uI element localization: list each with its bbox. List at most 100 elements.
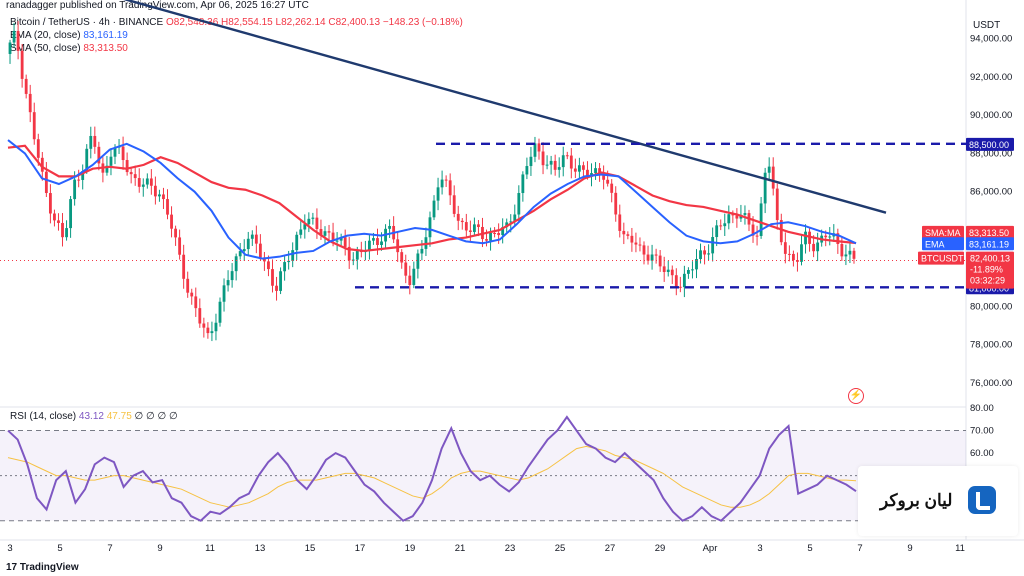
candle-body[interactable]	[57, 220, 60, 223]
tradingview-logo[interactable]: 17 TradingView	[6, 562, 79, 573]
candle-body[interactable]	[707, 253, 711, 255]
candle-body[interactable]	[416, 253, 420, 269]
candle-body[interactable]	[263, 257, 266, 262]
candle-body[interactable]	[295, 234, 299, 251]
candle-body[interactable]	[178, 237, 182, 255]
candle-body[interactable]	[497, 233, 501, 236]
candle-body[interactable]	[190, 292, 194, 297]
candle-body[interactable]	[557, 167, 561, 170]
candle-body[interactable]	[553, 160, 557, 170]
candle-body[interactable]	[323, 231, 327, 236]
candle-body[interactable]	[400, 252, 404, 263]
candle-body[interactable]	[727, 214, 731, 224]
candle-body[interactable]	[77, 179, 81, 181]
candle-body[interactable]	[509, 221, 513, 223]
candle-body[interactable]	[630, 235, 634, 243]
candle-body[interactable]	[711, 237, 715, 254]
candle-body[interactable]	[149, 178, 153, 186]
candle-body[interactable]	[699, 250, 702, 259]
candle-body[interactable]	[372, 238, 375, 241]
candle-body[interactable]	[250, 234, 254, 239]
candle-body[interactable]	[682, 273, 686, 288]
candle-body[interactable]	[642, 245, 646, 255]
candle-body[interactable]	[816, 242, 820, 252]
candle-body[interactable]	[691, 269, 694, 271]
candle-body[interactable]	[771, 166, 775, 189]
candle-body[interactable]	[513, 214, 517, 222]
candle-body[interactable]	[331, 232, 335, 241]
candle-body[interactable]	[440, 179, 444, 188]
candle-body[interactable]	[307, 218, 311, 225]
candle-body[interactable]	[97, 146, 101, 164]
candle-body[interactable]	[755, 235, 759, 237]
candle-body[interactable]	[327, 231, 331, 233]
candle-body[interactable]	[283, 262, 287, 272]
candle-body[interactable]	[194, 296, 198, 309]
candle-body[interactable]	[234, 256, 238, 272]
candle-body[interactable]	[800, 244, 803, 262]
candle-body[interactable]	[719, 225, 723, 227]
descending-trendline[interactable]	[95, 0, 887, 214]
candle-body[interactable]	[198, 308, 202, 324]
candle-body[interactable]	[109, 156, 113, 166]
candle-body[interactable]	[355, 250, 359, 260]
candle-body[interactable]	[751, 224, 755, 236]
candle-body[interactable]	[779, 220, 783, 243]
candle-body[interactable]	[44, 171, 48, 194]
candle-body[interactable]	[485, 239, 488, 241]
candle-body[interactable]	[32, 112, 36, 140]
candle-body[interactable]	[541, 151, 545, 166]
candle-body[interactable]	[408, 275, 412, 285]
candle-body[interactable]	[182, 254, 186, 279]
candle-body[interactable]	[489, 232, 492, 241]
rsi-legend-label[interactable]: RSI (14, close)	[10, 411, 77, 422]
candle-body[interactable]	[582, 165, 585, 170]
candle-body[interactable]	[767, 166, 771, 173]
candle-body[interactable]	[69, 199, 73, 229]
candle-body[interactable]	[367, 240, 371, 251]
candle-body[interactable]	[796, 260, 799, 262]
symbol-label[interactable]: Bitcoin / TetherUS · 4h · BINANCE	[10, 17, 164, 28]
candle-body[interactable]	[662, 266, 666, 272]
candle-body[interactable]	[210, 331, 214, 334]
candle-body[interactable]	[396, 239, 400, 253]
candle-body[interactable]	[85, 148, 89, 172]
flash-alert-icon[interactable]: ⚡	[848, 388, 864, 404]
candle-body[interactable]	[8, 42, 12, 54]
candle-body[interactable]	[715, 225, 719, 238]
candle-body[interactable]	[218, 301, 222, 323]
candle-body[interactable]	[517, 193, 521, 215]
candle-body[interactable]	[493, 232, 497, 234]
candle-body[interactable]	[812, 243, 816, 252]
candle-body[interactable]	[791, 253, 795, 261]
candle-body[interactable]	[287, 260, 291, 263]
candle-body[interactable]	[638, 244, 642, 246]
candle-body[interactable]	[687, 270, 690, 274]
candle-body[interactable]	[840, 244, 844, 257]
candle-body[interactable]	[93, 135, 97, 147]
candle-body[interactable]	[170, 214, 173, 229]
candle-body[interactable]	[460, 220, 464, 223]
candle-body[interactable]	[775, 188, 779, 221]
candle-body[interactable]	[533, 143, 537, 157]
candle-body[interactable]	[125, 160, 129, 173]
candle-body[interactable]	[61, 222, 64, 238]
candle-body[interactable]	[137, 178, 141, 187]
candle-body[interactable]	[678, 286, 682, 288]
candle-body[interactable]	[40, 157, 44, 172]
candle-body[interactable]	[214, 322, 218, 332]
candle-body[interactable]	[598, 168, 601, 175]
sma50-line[interactable]	[7, 144, 857, 253]
candle-body[interactable]	[804, 231, 807, 245]
candle-body[interactable]	[271, 269, 274, 286]
rsi-ma-line[interactable]	[7, 445, 857, 508]
candle-body[interactable]	[783, 242, 787, 254]
candle-body[interactable]	[452, 195, 456, 214]
candle-body[interactable]	[351, 259, 355, 261]
candle-body[interactable]	[242, 249, 246, 252]
candle-body[interactable]	[468, 230, 472, 232]
ema-legend-label[interactable]: EMA (20, close)	[10, 30, 81, 41]
candle-body[interactable]	[521, 174, 525, 194]
candle-body[interactable]	[315, 217, 319, 229]
candle-body[interactable]	[275, 285, 278, 291]
